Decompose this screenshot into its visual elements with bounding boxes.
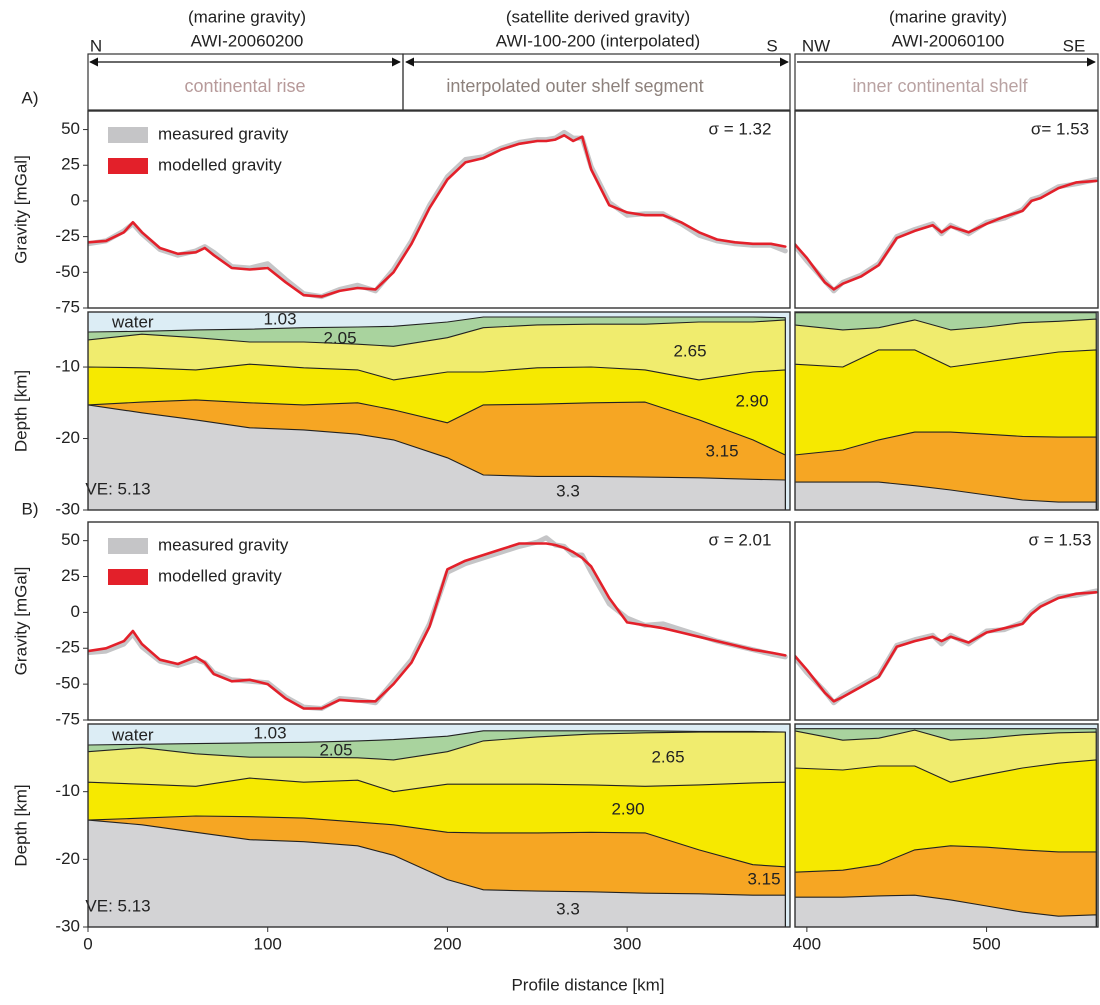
y-tick-label: -75 xyxy=(55,709,80,728)
x-tick-label: 500 xyxy=(972,934,1000,953)
y-tick-label: -25 xyxy=(55,226,80,245)
segment-unit: continental rise xyxy=(184,76,305,96)
x-tick-label: 400 xyxy=(793,934,821,953)
legend-swatch xyxy=(108,538,148,554)
panel-frame xyxy=(795,111,1098,308)
y-tick-label: 25 xyxy=(61,155,80,174)
plot-area xyxy=(88,538,1096,709)
plot-area xyxy=(88,312,1098,510)
legend-swatch xyxy=(108,158,148,174)
y-tick-label: -75 xyxy=(55,297,80,316)
y-tick-label: -20 xyxy=(55,849,80,868)
density-label: 2.05 xyxy=(323,328,356,347)
segment-unit: interpolated outer shelf segment xyxy=(446,76,703,96)
y-tick-label: 50 xyxy=(61,530,80,549)
direction: N xyxy=(90,36,102,55)
density-label: 3.15 xyxy=(705,441,738,460)
legend-label: measured gravity xyxy=(158,124,289,143)
segment-source: (marine gravity) xyxy=(889,7,1007,26)
plot-area xyxy=(88,724,1098,927)
density-label: 2.05 xyxy=(319,740,352,759)
gravity-line xyxy=(88,538,1096,709)
segment-unit: inner continental shelf xyxy=(852,76,1028,96)
layer-name: water xyxy=(111,312,154,331)
segment-profile: AWI-100-200 (interpolated) xyxy=(496,31,700,50)
x-tick-label: 100 xyxy=(254,934,282,953)
page: (marine gravity) AWI-20060200 (satellite… xyxy=(0,0,1100,1000)
y-tick-label: -30 xyxy=(55,916,80,935)
y-tick-label: -50 xyxy=(55,674,80,693)
density-label: 1.03 xyxy=(253,723,286,742)
sigma-label: σ = 1.53 xyxy=(1029,530,1092,549)
y-tick-label: -20 xyxy=(55,428,80,447)
y-tick-label: 0 xyxy=(71,602,80,621)
x-tick-label: 200 xyxy=(433,934,461,953)
direction: NW xyxy=(802,36,830,55)
y-tick-label: -30 xyxy=(55,499,80,518)
figure: (marine gravity) AWI-20060200 (satellite… xyxy=(0,0,1100,1000)
ve-label: VE: 5.13 xyxy=(85,896,150,915)
direction: S xyxy=(766,36,777,55)
density-label: 2.90 xyxy=(735,391,768,410)
density-label: 2.65 xyxy=(651,747,684,766)
legend-label: modelled gravity xyxy=(158,155,282,174)
segment-source: (marine gravity) xyxy=(188,7,306,26)
sigma-label: σ = 2.01 xyxy=(709,530,772,549)
density-label: 2.90 xyxy=(611,799,644,818)
legend-label: measured gravity xyxy=(158,535,289,554)
y-axis-label: Gravity [mGal] xyxy=(11,567,30,676)
ve-label: VE: 5.13 xyxy=(85,479,150,498)
segment-source: (satellite derived gravity) xyxy=(506,7,690,26)
y-tick-label: 0 xyxy=(71,190,80,209)
layer-name: water xyxy=(111,725,154,744)
sigma-label: σ = 1.32 xyxy=(709,119,772,138)
legend-label: modelled gravity xyxy=(158,566,282,585)
panel-frame xyxy=(795,522,1098,720)
density-label: 3.3 xyxy=(556,481,580,500)
sigma-label: σ= 1.53 xyxy=(1031,119,1089,138)
segment-profile: AWI-20060100 xyxy=(892,31,1005,50)
y-axis-label: Gravity [mGal] xyxy=(11,155,30,264)
direction: SE xyxy=(1063,36,1086,55)
panel-label: B) xyxy=(22,499,39,518)
legend-swatch xyxy=(108,569,148,585)
y-tick-label: 25 xyxy=(61,566,80,585)
panel-label: A) xyxy=(22,88,39,107)
y-tick-label: -10 xyxy=(55,781,80,800)
density-label: 3.15 xyxy=(747,869,780,888)
legend-swatch xyxy=(108,127,148,143)
x-tick-label: 0 xyxy=(83,934,92,953)
y-tick-label: -50 xyxy=(55,262,80,281)
density-label: 2.65 xyxy=(673,341,706,360)
segment-profile: AWI-20060200 xyxy=(191,31,304,50)
y-tick-label: -25 xyxy=(55,638,80,657)
y-tick-label: -10 xyxy=(55,357,80,376)
density-label: 3.3 xyxy=(556,899,580,918)
x-axis-label: Profile distance [km] xyxy=(511,975,664,994)
y-axis-label: Depth [km] xyxy=(11,370,30,452)
x-tick-label: 300 xyxy=(613,934,641,953)
y-axis-label: Depth [km] xyxy=(11,784,30,866)
y-tick-label: 50 xyxy=(61,119,80,138)
